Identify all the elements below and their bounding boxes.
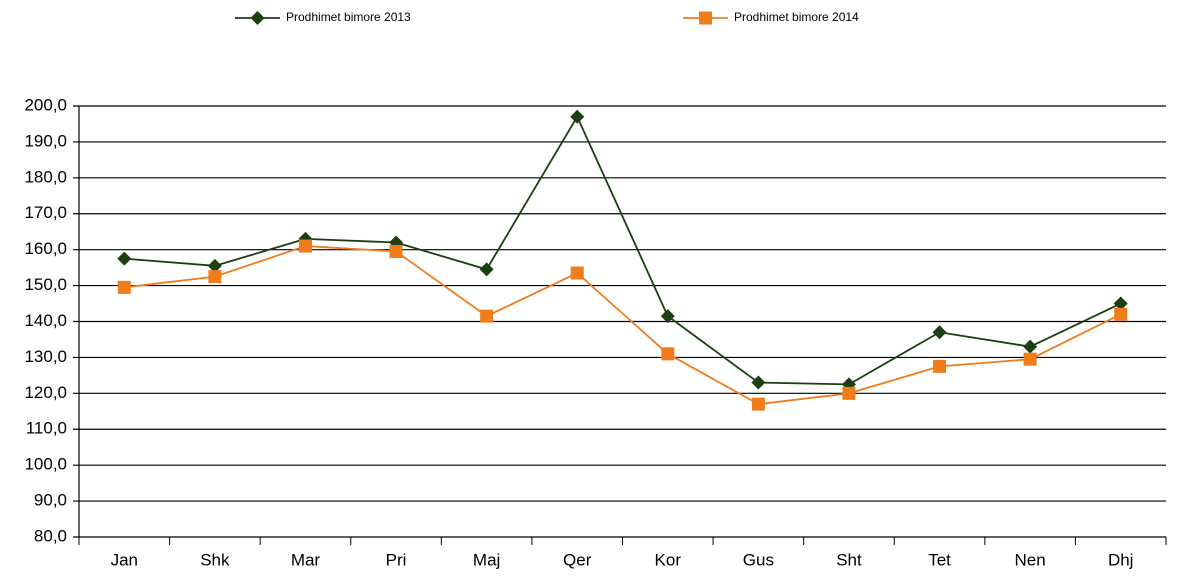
x-tick-label: Sht: [836, 550, 862, 569]
data-point: [208, 270, 222, 284]
x-tick-label: Jan: [111, 550, 138, 569]
data-point: [1113, 296, 1128, 311]
data-point: [661, 347, 675, 361]
y-tick-label: 150,0: [24, 275, 67, 294]
series-line: [124, 114, 1122, 386]
y-tick-label: 160,0: [24, 239, 67, 258]
data-point: [1023, 352, 1037, 366]
y-tick-label: 110,0: [26, 419, 67, 438]
data-point: [570, 109, 585, 124]
data-point: [1023, 339, 1038, 354]
data-point: [660, 309, 675, 324]
y-tick-label: 130,0: [24, 347, 67, 366]
data-point: [570, 266, 584, 280]
x-tick-label: Shk: [200, 550, 230, 569]
data-point: [389, 244, 403, 258]
data-point: [480, 309, 494, 323]
data-point: [479, 262, 494, 277]
x-tick-label: Dhj: [1108, 550, 1134, 569]
y-tick-label: 120,0: [24, 383, 67, 402]
legend-label: Prodhimet bimore 2013: [286, 10, 411, 24]
legend-marker: [699, 11, 712, 25]
x-tick-label: Qer: [563, 550, 592, 569]
x-tick-label: Kor: [655, 550, 682, 569]
y-tick-label: 90,0: [34, 491, 67, 510]
y-tick-label: 170,0: [24, 203, 67, 222]
data-point: [298, 239, 312, 253]
data-point: [933, 359, 947, 373]
y-tick-label: 180,0: [24, 167, 67, 186]
y-tick-label: 190,0: [24, 131, 67, 150]
x-tick-label: Tet: [928, 550, 951, 569]
x-tick-label: Pri: [386, 550, 407, 569]
series-line: [124, 245, 1122, 406]
data-point: [751, 375, 766, 390]
y-tick-label: 80,0: [34, 526, 67, 545]
data-point: [207, 258, 222, 273]
x-tick-label: Mar: [291, 550, 321, 569]
data-point: [117, 251, 132, 266]
y-tick-label: 140,0: [24, 311, 67, 330]
data-point: [842, 386, 856, 400]
data-point: [117, 280, 131, 294]
data-point: [1114, 307, 1128, 321]
data-point: [751, 397, 765, 411]
y-tick-label: 200,0: [24, 95, 67, 114]
x-tick-label: Nen: [1015, 550, 1046, 569]
x-tick-label: Maj: [473, 550, 500, 569]
x-tick-label: Gus: [743, 550, 774, 569]
data-point: [932, 325, 947, 340]
y-tick-label: 100,0: [24, 455, 67, 474]
legend-label: Prodhimet bimore 2014: [734, 10, 859, 24]
legend-marker: [250, 11, 265, 25]
